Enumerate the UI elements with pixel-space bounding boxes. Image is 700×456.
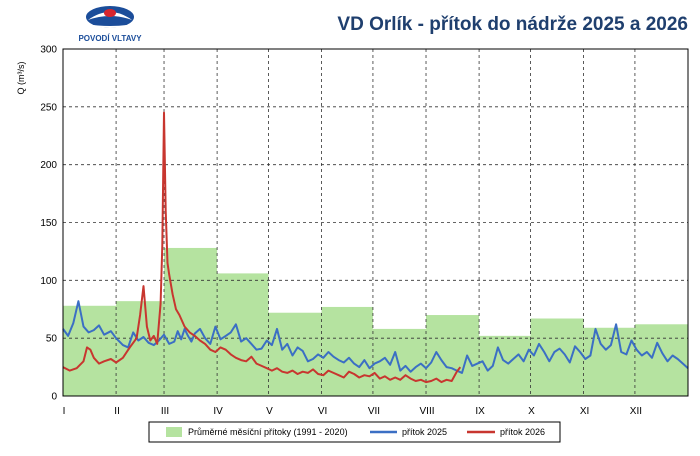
average-bar-I bbox=[63, 305, 117, 396]
y-tick-label: 0 bbox=[51, 392, 57, 403]
logo-text: POVODÍ VLTAVY bbox=[78, 34, 142, 43]
y-tick-label: 300 bbox=[40, 45, 57, 56]
chart-title: VD Orlík - přítok do nádrže 2025 a 2026 bbox=[337, 14, 688, 35]
average-bar-III bbox=[164, 247, 218, 396]
series-line-přítok-2026 bbox=[62, 111, 462, 384]
x-tick-label: V bbox=[266, 406, 273, 417]
legend-label-average: Průměrné měsíční přítoky (1991 - 2020) bbox=[188, 427, 348, 437]
x-tick-label: XII bbox=[630, 406, 642, 417]
y-tick-label: 200 bbox=[40, 160, 57, 171]
x-tick-label: VII bbox=[368, 406, 380, 417]
y-axis-label: Q (m³/s) bbox=[16, 62, 26, 95]
legend-swatch-average bbox=[166, 427, 182, 437]
average-bar-X bbox=[530, 318, 584, 396]
y-tick-label: 50 bbox=[46, 334, 58, 345]
x-tick-label: X bbox=[528, 406, 535, 417]
y-tick-label: 250 bbox=[40, 102, 57, 113]
logo: POVODÍ VLTAVY bbox=[78, 6, 142, 43]
x-tick-label: IX bbox=[475, 406, 485, 417]
x-tick-labels: I II III IV V VI VII VIII IX X XI XII bbox=[63, 406, 642, 417]
legend-label-2026: přítok 2026 bbox=[500, 427, 545, 437]
average-bar-V bbox=[268, 312, 322, 396]
x-tick-label: IV bbox=[213, 406, 223, 417]
average-bar-IV bbox=[217, 273, 269, 396]
monthly-average-bars bbox=[63, 247, 688, 396]
legend-label-2025: přítok 2025 bbox=[402, 427, 447, 437]
x-tick-label: III bbox=[161, 406, 169, 417]
average-bar-VI bbox=[321, 306, 373, 396]
logo-emblem-icon bbox=[86, 6, 134, 28]
average-bar-VII bbox=[372, 328, 427, 396]
x-tick-label: VIII bbox=[420, 406, 435, 417]
y-tick-label: 150 bbox=[40, 218, 57, 229]
x-tick-label: XI bbox=[580, 406, 589, 417]
average-bar-XI bbox=[583, 327, 635, 396]
series-lines bbox=[62, 111, 689, 384]
average-bar-IX bbox=[479, 335, 531, 396]
legend-box bbox=[148, 421, 561, 443]
x-tick-label: II bbox=[114, 406, 120, 417]
series-line-přítok-2025 bbox=[62, 300, 689, 374]
plot-frame bbox=[62, 48, 689, 397]
y-tick-label: 100 bbox=[40, 276, 57, 287]
legend: Průměrné měsíční přítoky (1991 - 2020) p… bbox=[148, 421, 561, 443]
y-tick-labels: 0 50 100 150 200 250 300 bbox=[40, 45, 57, 403]
x-tick-label: VI bbox=[318, 406, 327, 417]
x-tick-label: I bbox=[63, 406, 66, 417]
